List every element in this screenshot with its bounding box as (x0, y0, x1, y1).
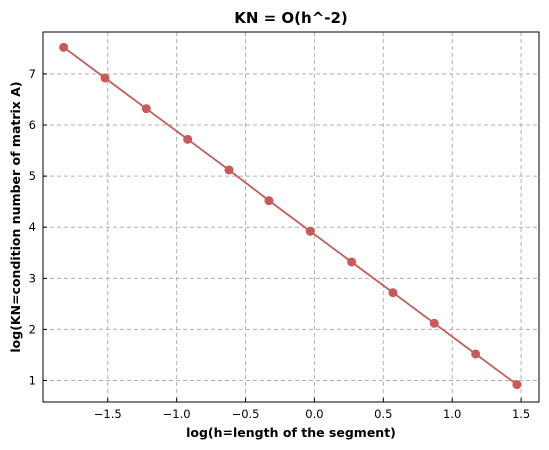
y-tick-label: 6 (29, 118, 36, 132)
axis-ticks: −1.5 −1.0 −0.5 0.0 0.5 1.0 1.5 1 2 3 4 5 6 7 (29, 67, 531, 421)
x-tick-label: −1.0 (163, 407, 191, 421)
data-point (59, 42, 69, 52)
x-tick-label: 0.5 (374, 407, 392, 421)
series-line (63, 46, 518, 386)
data-point (471, 349, 481, 359)
y-tick-label: 4 (29, 220, 36, 234)
data-point (141, 104, 151, 114)
y-tick-label: 3 (29, 271, 36, 285)
plot-frame (42, 31, 540, 403)
data-point (100, 73, 110, 83)
y-tick-label: 2 (29, 322, 36, 336)
data-point (388, 288, 398, 298)
grid-lines (43, 32, 539, 402)
data-points (59, 42, 522, 390)
x-axis-label: log(h=length of the segment) (186, 425, 396, 440)
x-tick-label: 0.0 (305, 407, 323, 421)
y-axis-label: log(KN=condition number of matrix A) (8, 81, 23, 352)
series-line-group (63, 46, 518, 386)
data-point (429, 318, 439, 328)
data-point (224, 165, 234, 175)
data-point (183, 134, 193, 144)
chart-title: KN = O(h^-2) (234, 9, 348, 27)
data-point (512, 380, 522, 390)
y-tick-label: 5 (29, 169, 36, 183)
data-point (347, 257, 357, 267)
x-tick-label: 1.5 (512, 407, 530, 421)
data-point (264, 196, 274, 206)
x-tick-label: −1.5 (94, 407, 122, 421)
y-tick-label: 7 (29, 67, 36, 81)
x-tick-label: 1.0 (443, 407, 461, 421)
x-tick-label: −0.5 (232, 407, 260, 421)
data-point (305, 226, 315, 236)
y-tick-label: 1 (29, 374, 36, 388)
